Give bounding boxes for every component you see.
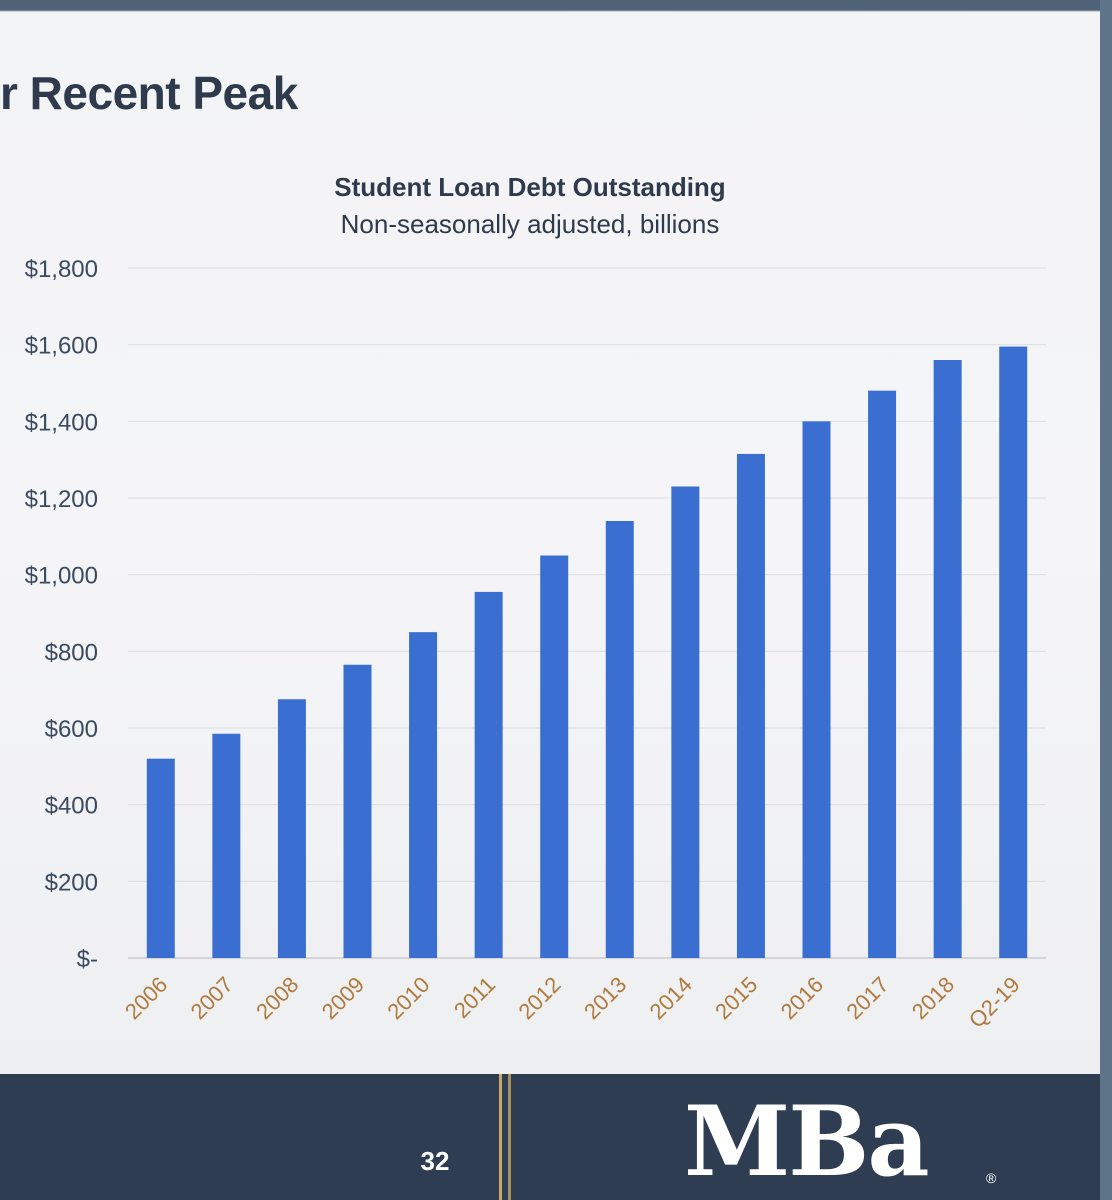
- bar-2010: [409, 632, 438, 958]
- bar-2017: [868, 390, 897, 959]
- slide-edge: [1100, 0, 1112, 1200]
- y-tick-label: $200: [45, 869, 98, 896]
- bars: [146, 346, 1028, 959]
- x-tick-label: 2016: [776, 972, 828, 1024]
- x-tick-label: 2018: [907, 972, 959, 1024]
- bar-2015: [736, 453, 765, 958]
- bar-2009: [343, 664, 372, 958]
- y-tick-label: $400: [45, 793, 98, 820]
- y-tick-label: $800: [45, 639, 98, 666]
- x-tick-label: 2012: [513, 972, 565, 1024]
- bar-2014: [671, 486, 700, 958]
- x-tick-label: 2011: [449, 972, 500, 1023]
- bar-2013: [605, 521, 634, 958]
- footer-divider: [496, 1074, 516, 1200]
- x-tick-label: 2008: [251, 972, 303, 1024]
- x-tick-label: 2006: [120, 972, 172, 1024]
- registered-mark: ®: [986, 1170, 997, 1186]
- x-tick-label: 2007: [186, 972, 238, 1024]
- y-tick-label: $1,600: [25, 333, 98, 360]
- slide-title: r Recent Peak: [0, 67, 298, 119]
- y-tick-label: $-: [77, 946, 98, 973]
- student-loan-bar-chart: Student Loan Debt Outstanding Non-season…: [25, 172, 1046, 1033]
- x-axis: 2006 2007 2008 2009 2010 2011 2012 2013 2014 2015…: [120, 972, 1025, 1033]
- chart-subtitle: Non-seasonally adjusted, billions: [341, 209, 720, 239]
- x-tick-label: Q2-19: [964, 972, 1025, 1033]
- y-tick-label: $600: [45, 716, 98, 743]
- slide-footer: 32 MBa ®: [0, 1074, 1100, 1200]
- x-tick-label: 2009: [317, 972, 369, 1024]
- x-tick-label: 2010: [382, 972, 434, 1024]
- y-tick-label: $1,800: [25, 256, 98, 283]
- chart-title: Student Loan Debt Outstanding: [334, 172, 725, 202]
- y-tick-label: $1,000: [25, 563, 98, 590]
- y-tick-label: $1,400: [25, 409, 98, 436]
- page-number: 32: [420, 1146, 450, 1176]
- bar-2008: [277, 699, 306, 958]
- y-axis: $- $200 $400 $600 $800 $1,000 $1,200 $1,400 $1,6…: [25, 256, 98, 973]
- gridlines: [128, 267, 1046, 959]
- x-tick-label: 2014: [645, 972, 697, 1024]
- x-tick-label: 2017: [841, 972, 893, 1024]
- bar-2007: [212, 733, 241, 958]
- bar-2018: [933, 360, 962, 958]
- bar-Q2-19: [999, 346, 1028, 958]
- bar-2016: [802, 421, 831, 958]
- y-tick-label: $1,200: [25, 486, 98, 513]
- bar-2012: [540, 555, 569, 958]
- bar-2006: [146, 758, 175, 958]
- bar-2011: [474, 591, 503, 958]
- x-tick-label: 2015: [710, 972, 762, 1024]
- mba-logo: MBa: [684, 1085, 930, 1198]
- x-tick-label: 2013: [579, 972, 631, 1024]
